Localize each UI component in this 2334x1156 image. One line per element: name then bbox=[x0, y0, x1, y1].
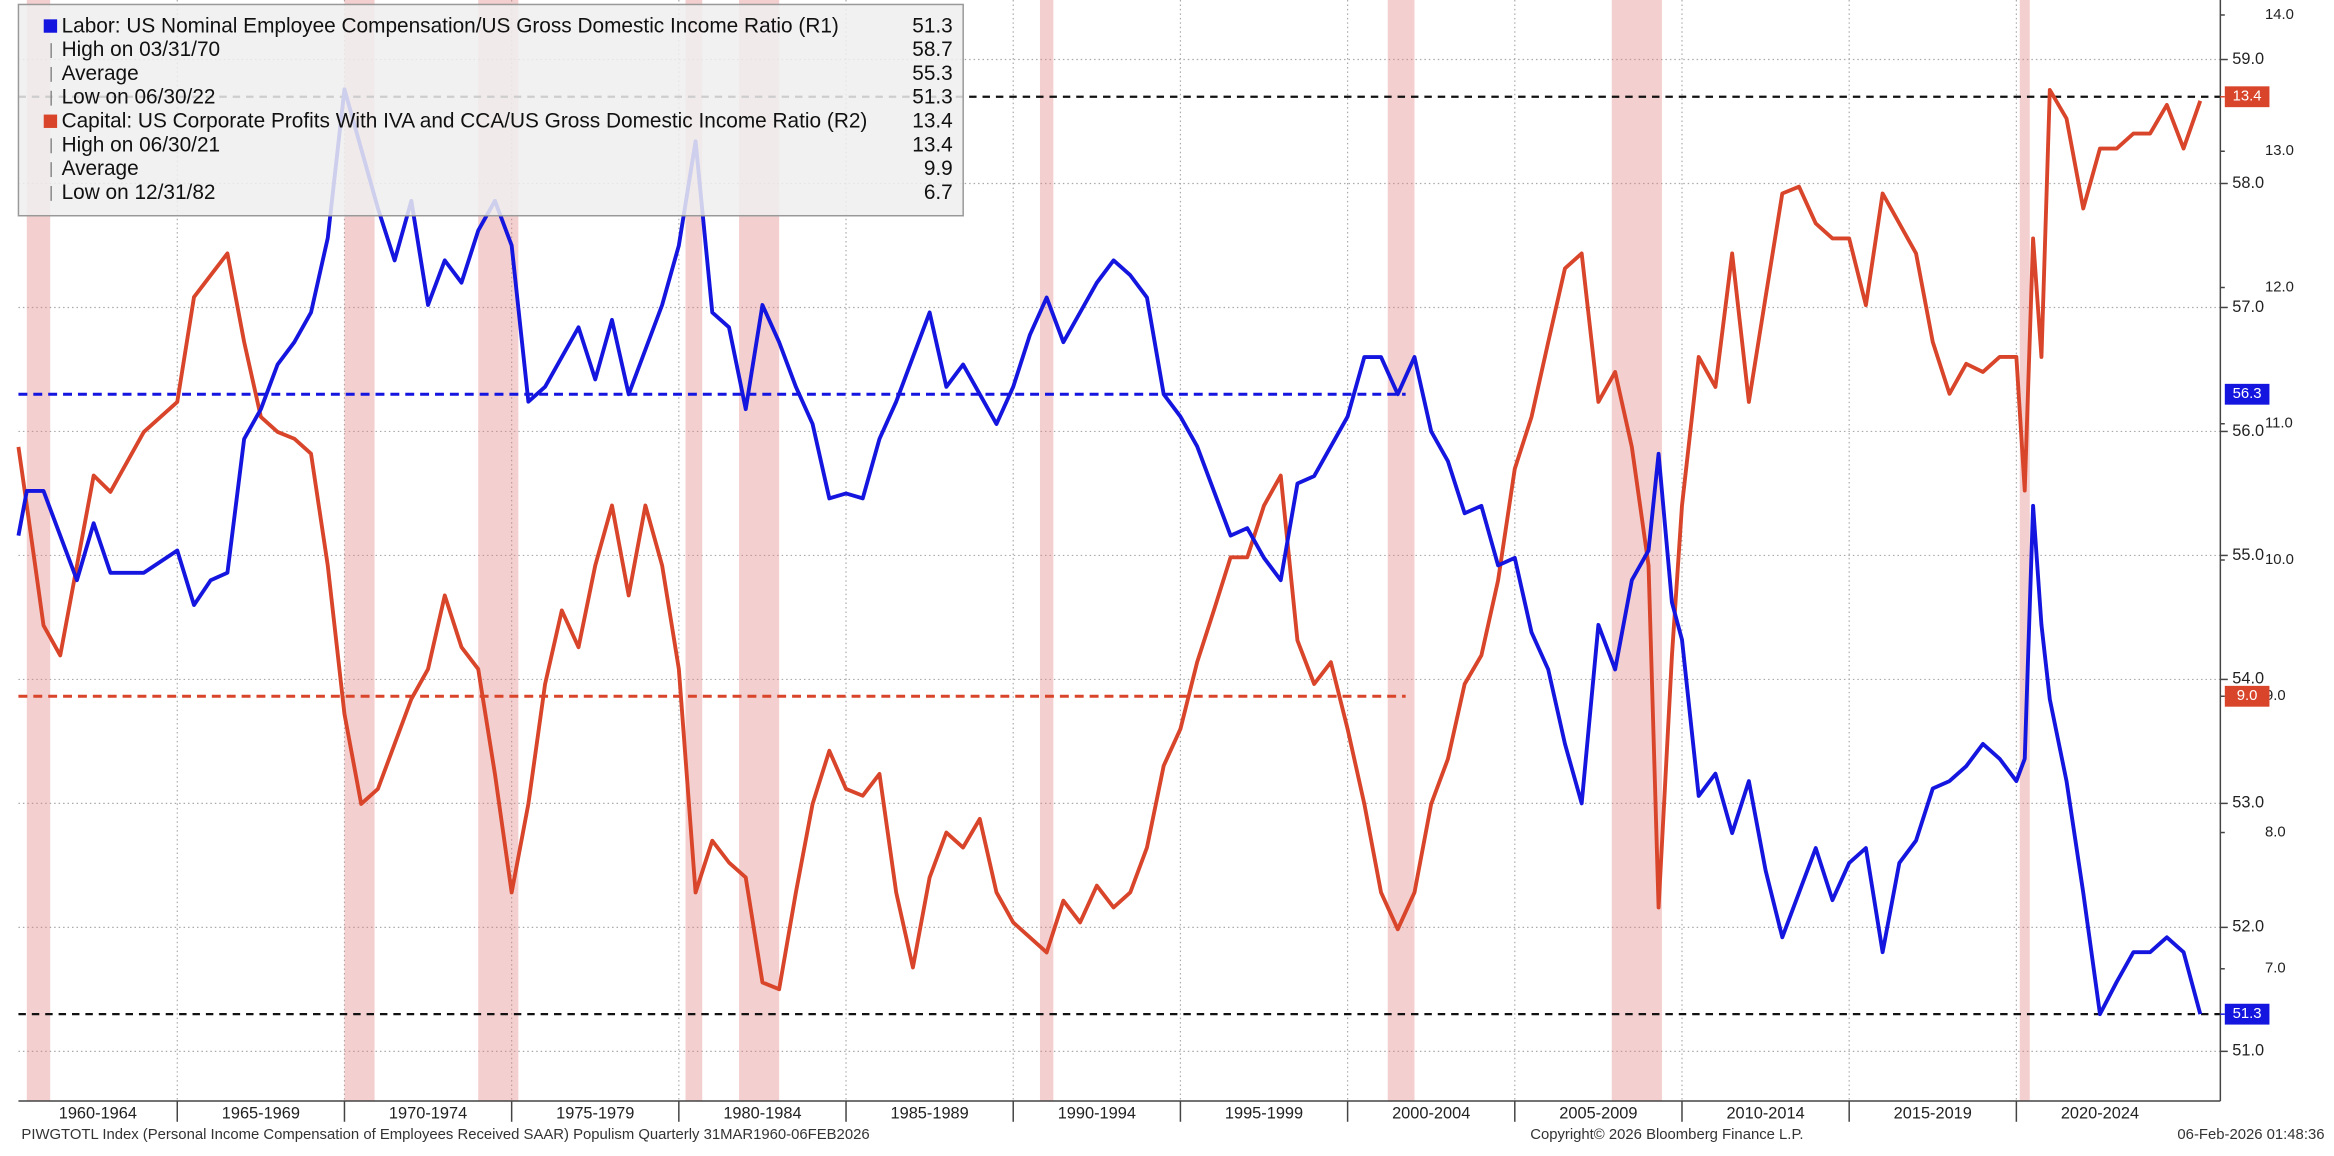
legend-stat-value: 58.7 bbox=[912, 38, 953, 61]
footer-timestamp: 06-Feb-2026 01:48:36 bbox=[2177, 1127, 2324, 1143]
y-tick-label: 53.0 bbox=[2232, 794, 2264, 812]
legend-stat-value: 55.3 bbox=[912, 62, 953, 85]
y2-tick-label: 9.0 bbox=[2265, 688, 2286, 704]
recession-band bbox=[1039, 0, 1054, 1101]
y2-tick-label: 11.0 bbox=[2265, 416, 2293, 432]
legend-stat-value: 6.7 bbox=[924, 181, 953, 204]
legend-last: 13.4 bbox=[912, 109, 953, 132]
footer-source: PIWGTOTL Index (Personal Income Compensa… bbox=[21, 1127, 869, 1143]
legend-box bbox=[17, 3, 964, 217]
y2-tick-label: 12.0 bbox=[2265, 279, 2294, 295]
value-tag bbox=[2224, 383, 2270, 405]
x-tick-label: 1985-1989 bbox=[891, 1105, 969, 1123]
recession-band bbox=[26, 0, 51, 1101]
x-tick-label: 2015-2019 bbox=[1894, 1105, 1972, 1123]
y-tick-label: 59.0 bbox=[2232, 50, 2264, 68]
y2-tick-label: 14.0 bbox=[2265, 7, 2294, 23]
value-tag bbox=[2224, 86, 2270, 108]
legend-stat-value: 9.9 bbox=[924, 157, 953, 180]
legend-stat-label: Average bbox=[62, 157, 139, 180]
x-tick-label: 1990-1994 bbox=[1058, 1105, 1136, 1123]
recession-band bbox=[1611, 0, 1662, 1101]
x-tick-label: 1980-1984 bbox=[723, 1105, 801, 1123]
y2-tick-label: 8.0 bbox=[2265, 824, 2286, 840]
y2-tick-label: 7.0 bbox=[2265, 961, 2286, 977]
legend-stat-label: High on 06/30/21 bbox=[62, 133, 221, 156]
legend-stat-label: Average bbox=[62, 62, 139, 85]
legend-swatch bbox=[43, 114, 58, 128]
legend-swatch bbox=[43, 19, 58, 33]
value-tag-label: 56.3 bbox=[2233, 386, 2262, 402]
y-tick-label: 51.0 bbox=[2232, 1042, 2264, 1060]
footer-copyright: Copyright© 2026 Bloomberg Finance L.P. bbox=[1530, 1127, 1803, 1143]
legend-name: Labor: US Nominal Employee Compensation/… bbox=[62, 14, 839, 37]
x-tick-label: 2020-2024 bbox=[2061, 1105, 2139, 1123]
value-tag-label: 51.3 bbox=[2233, 1006, 2262, 1022]
y2-tick-label: 10.0 bbox=[2265, 552, 2294, 568]
legend-name: Capital: US Corporate Profits With IVA a… bbox=[62, 109, 868, 132]
y-tick-label: 56.0 bbox=[2232, 422, 2264, 440]
y2-tick-label: 13.0 bbox=[2265, 143, 2294, 159]
x-tick-label: 1960-1964 bbox=[59, 1105, 137, 1123]
legend-stat-value: 13.4 bbox=[912, 133, 953, 156]
y-tick-label: 54.0 bbox=[2232, 670, 2264, 688]
legend-stat-value: 51.3 bbox=[912, 86, 953, 109]
x-tick-label: 2000-2004 bbox=[1392, 1105, 1470, 1123]
value-tag bbox=[2224, 685, 2270, 707]
x-tick-label: 1970-1974 bbox=[389, 1105, 467, 1123]
y-tick-label: 58.0 bbox=[2232, 174, 2264, 192]
series-line bbox=[16, 88, 2203, 992]
legend-stat-label: Low on 06/30/22 bbox=[62, 86, 216, 109]
x-tick-label: 1965-1969 bbox=[222, 1105, 300, 1123]
value-tag bbox=[2224, 1003, 2270, 1025]
legend-last: 51.3 bbox=[912, 14, 953, 37]
x-tick-label: 2010-2014 bbox=[1726, 1105, 1804, 1123]
y-tick-label: 52.0 bbox=[2232, 918, 2264, 936]
value-tag-label: 13.4 bbox=[2233, 89, 2262, 105]
recession-band bbox=[1387, 0, 1415, 1101]
legend-stat-label: High on 03/31/70 bbox=[62, 38, 221, 61]
recession-band bbox=[2019, 0, 2030, 1101]
x-tick-label: 1975-1979 bbox=[556, 1105, 634, 1123]
x-tick-label: 2005-2009 bbox=[1559, 1105, 1637, 1123]
y-tick-label: 57.0 bbox=[2232, 298, 2264, 316]
legend-stat-label: Low on 12/31/82 bbox=[62, 181, 216, 204]
y-tick-label: 55.0 bbox=[2232, 546, 2264, 564]
x-tick-label: 1995-1999 bbox=[1225, 1105, 1303, 1123]
value-tag-label: 9.0 bbox=[2237, 688, 2258, 704]
